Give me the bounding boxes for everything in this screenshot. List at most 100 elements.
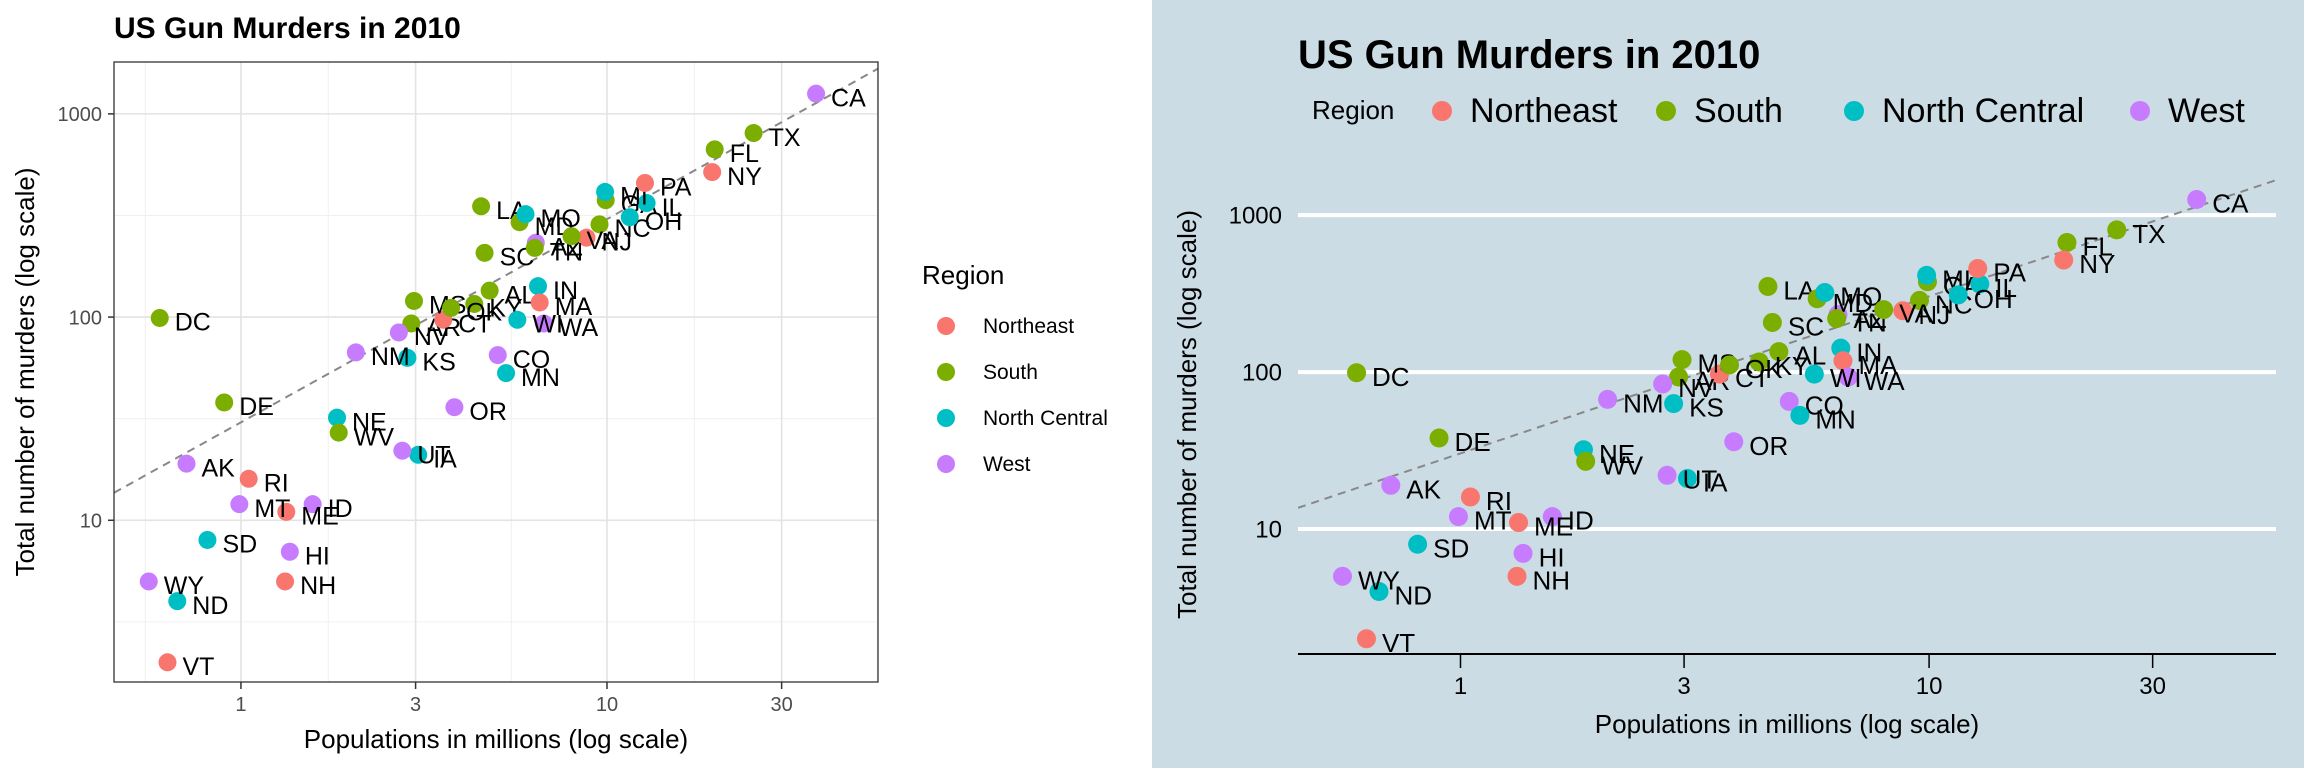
point-label-fl: FL (2082, 232, 2112, 262)
point-label-wy: WY (1358, 565, 1400, 595)
legend-marker-south (937, 363, 955, 381)
data-point-mt (230, 495, 249, 514)
legend-marker-west (2130, 101, 2150, 121)
point-label-il: IL (662, 194, 683, 222)
point-label-ks: KS (1689, 393, 1724, 423)
point-label-in: IN (1856, 337, 1882, 367)
point-label-ok: OK (1745, 354, 1783, 384)
data-point-or (1724, 432, 1744, 452)
data-point-ak (1381, 475, 1401, 495)
point-label-il: IL (1995, 273, 2017, 303)
y-axis-title: Total number of murders (log scale) (10, 168, 40, 577)
data-point-wy (139, 572, 158, 591)
data-point-pa (1968, 258, 1988, 278)
point-label-ok: OK (466, 299, 502, 327)
chart-svg-economist: ALAKAZARCACOCTDEDCFLGAHIIDILINIAKSKYLAME… (1172, 33, 2276, 739)
point-label-ut: UT (417, 441, 450, 469)
data-point-nc (590, 215, 609, 234)
data-point-ri (1460, 487, 1480, 507)
data-point-fl (705, 140, 724, 159)
legend-label-northeast: Northeast (983, 315, 1074, 338)
point-label-va: VA (1899, 299, 1932, 329)
point-label-mn: MN (521, 364, 560, 392)
point-label-nd: ND (192, 592, 228, 620)
point-label-wv: WV (354, 423, 395, 451)
y-tick-label: 10 (1255, 517, 1282, 544)
legend-label-north-central: North Central (983, 407, 1108, 430)
data-point-ok (442, 298, 461, 317)
data-point-ks (1664, 394, 1684, 414)
point-label-wi: WI (1830, 363, 1862, 393)
data-point-ok (1719, 355, 1739, 375)
point-label-nv: NV (1678, 373, 1715, 403)
point-label-tx: TX (2132, 219, 2165, 249)
x-tick-label: 1 (235, 694, 246, 716)
data-point-wv (1576, 451, 1596, 471)
data-point-co (1779, 391, 1799, 411)
point-label-vt: VT (1382, 628, 1415, 658)
data-point-hi (1513, 543, 1533, 563)
data-point-ne (328, 408, 347, 427)
point-label-ny: NY (2079, 249, 2115, 279)
point-label-pa: PA (660, 174, 692, 202)
data-point-va (562, 227, 581, 246)
data-point-nv (1653, 374, 1673, 394)
point-label-fl: FL (730, 140, 759, 168)
data-point-la (1758, 276, 1778, 296)
data-point-mi (596, 182, 615, 201)
data-point-mt (1448, 507, 1468, 527)
y-tick-label: 100 (1242, 360, 1282, 387)
point-label-mt: MT (254, 495, 290, 523)
data-point-fl (2057, 232, 2077, 252)
legend-label-south: South (1694, 92, 1783, 130)
data-point-al (1769, 342, 1789, 362)
point-label-in: IN (553, 277, 578, 305)
data-point-oh (1948, 285, 1968, 305)
point-label-ma: MA (1858, 350, 1898, 380)
point-label-ks: KS (422, 349, 455, 377)
data-point-tn (525, 238, 544, 257)
point-label-de: DE (239, 393, 274, 421)
x-axis-title: Populations in millions (log scale) (304, 724, 688, 754)
data-point-nd (1369, 582, 1389, 602)
point-label-hi: HI (305, 543, 330, 571)
point-label-id: ID (1568, 506, 1594, 536)
point-label-ma: MA (555, 293, 593, 321)
data-point-ca (807, 84, 826, 103)
data-point-il (637, 194, 656, 213)
legend-marker-north-central (937, 409, 955, 427)
data-point-sc (1762, 312, 1782, 332)
point-label-oh: OH (645, 208, 683, 236)
point-label-ri: RI (264, 470, 289, 498)
data-point-mi (1917, 265, 1937, 285)
data-point-me (277, 502, 296, 521)
data-point-ca (2187, 189, 2207, 209)
legend-title: Region (1312, 95, 1394, 125)
legend-label-north-central: North Central (1882, 92, 2084, 130)
data-point-dc (1347, 363, 1367, 383)
legend-label-west: West (983, 453, 1031, 476)
data-point-de (215, 393, 234, 412)
data-point-wv (329, 423, 348, 442)
point-label-va: VA (587, 227, 619, 255)
x-tick-label: 3 (410, 694, 421, 716)
data-point-nh (1507, 566, 1527, 586)
data-point-oh (620, 208, 639, 227)
data-point-sd (198, 530, 217, 549)
legend-label-west: West (2168, 92, 2245, 130)
legend-title: Region (922, 260, 1004, 290)
legend-marker-west (937, 455, 955, 473)
data-point-id (1542, 507, 1562, 527)
data-point-ky (465, 294, 484, 313)
data-point-nh (276, 572, 295, 591)
point-label-ne: NE (352, 408, 387, 436)
legend-marker-north-central (1844, 101, 1864, 121)
point-label-ia: IA (1703, 468, 1728, 498)
data-point-tx (2107, 220, 2127, 240)
data-point-tn (1827, 309, 1847, 329)
data-point-wa (1838, 367, 1858, 387)
point-label-nm: NM (371, 343, 410, 371)
point-label-ut: UT (1683, 464, 1718, 494)
data-point-ak (177, 454, 196, 473)
point-label-mt: MT (1474, 506, 1512, 536)
